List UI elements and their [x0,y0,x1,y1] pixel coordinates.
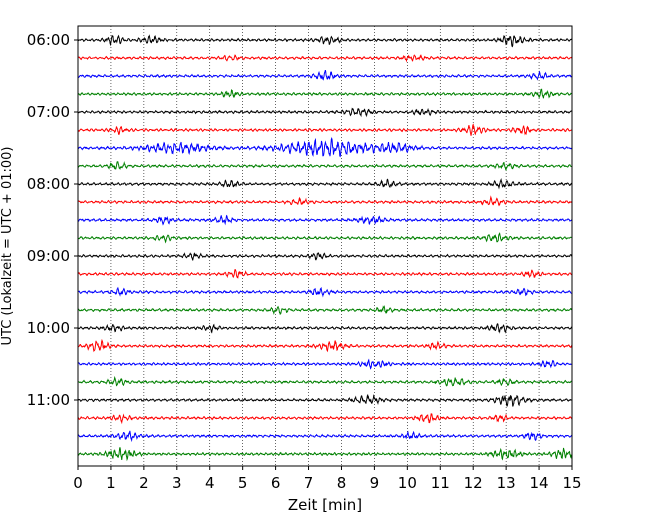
x-axis-label: Zeit [min] [288,496,362,514]
seismogram-trace [77,305,573,315]
seismogram-traces [77,34,573,462]
seismogram-trace [77,323,573,334]
seismogram-trace [77,123,573,136]
y-tick-label: 11:00 [27,391,70,409]
x-tick-label: 3 [172,474,182,492]
x-tick-label: 6 [271,474,281,492]
seismogram-trace [77,88,573,99]
y-axis: 06:00 07:00 08:00 09:00 10:00 11:00 [27,31,78,409]
plot-frame [77,25,573,467]
x-tick-label: 12 [464,474,483,492]
seismogram-trace [77,447,573,462]
y-tick-label: 07:00 [27,103,70,121]
seismogram-trace [77,413,573,425]
seismogram-trace [77,430,573,443]
seismogram-trace [77,214,573,226]
seismogram-trace [77,136,573,158]
x-tick-label: 13 [497,474,516,492]
seismogram-trace [77,107,573,118]
y-tick-label: 09:00 [27,247,70,265]
x-tick-label: 4 [205,474,215,492]
x-tick-label: 15 [562,474,581,492]
seismogram-trace [77,358,573,370]
y-axis-label: UTC (Lokalzeit = UTC + 01:00) [0,147,15,346]
seismogram-trace [77,69,573,81]
seismogram-trace [77,286,573,298]
x-tick-label: 5 [238,474,248,492]
x-tick-label: 11 [431,474,450,492]
y-tick-label: 06:00 [27,31,70,49]
x-axis: 0 1 2 3 4 5 6 7 8 9 10 11 12 13 14 15 [73,466,582,492]
seismogram-trace [77,34,573,48]
seismogram-trace [77,338,573,353]
seismogram-trace [77,160,573,172]
x-tick-label: 0 [73,474,83,492]
x-tick-label: 7 [304,474,314,492]
x-tick-label: 14 [530,474,549,492]
x-tick-label: 2 [139,474,149,492]
seismogram-trace [77,54,573,63]
seismogram-trace [77,252,573,261]
y-tick-label: 08:00 [27,175,70,193]
seismogram-trace [77,375,573,387]
seismogram-trace [77,195,573,207]
seismogram-trace [77,268,573,280]
y-tick-label: 10:00 [27,319,70,337]
x-tick-label: 10 [398,474,417,492]
x-tick-label: 9 [370,474,380,492]
x-tick-label: 1 [106,474,116,492]
seismogram-trace [77,177,573,190]
vertical-grid [110,26,540,466]
seismogram-trace [77,393,573,408]
seismogram-trace [77,232,573,244]
x-tick-label: 8 [337,474,347,492]
